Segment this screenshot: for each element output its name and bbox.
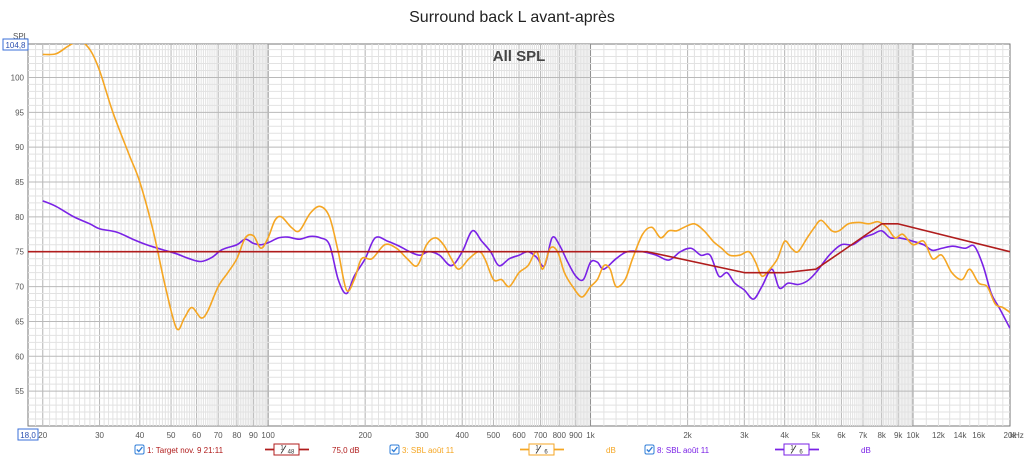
x-tick-label: 40: [135, 431, 144, 440]
x-tick-label: 10k: [906, 431, 920, 440]
x-tick-label: 70: [214, 431, 223, 440]
smoothing-box[interactable]: [273, 443, 300, 456]
legend-item[interactable]: 3: SBL août 11 16 dB: [389, 443, 616, 456]
y-tick-label: 60: [15, 352, 24, 361]
x-tick-label: 12k: [932, 431, 946, 440]
x-tick-label: 50: [167, 431, 176, 440]
x-tick-label: 9k: [894, 431, 903, 440]
x-tick-label: 30: [95, 431, 104, 440]
x-tick-label: 600: [512, 431, 526, 440]
x-tick-label: 400: [456, 431, 470, 440]
y-tick-label: 65: [15, 317, 24, 326]
smoothing-box[interactable]: [783, 443, 810, 456]
legend-value: dB: [606, 446, 616, 455]
x-tick-label: 5k: [812, 431, 821, 440]
y-tick-label: 90: [15, 143, 24, 152]
legend-label: 8: SBL août 11: [657, 446, 710, 455]
x-tick-label: 14k: [954, 431, 968, 440]
x-tick-label: 100: [261, 431, 275, 440]
legend-checkbox[interactable]: [134, 444, 145, 455]
legend: 1: Target nov. 9 21:11 1 48 75,0 dB 3: SBL a…: [134, 443, 871, 456]
x-tick-label: 20: [38, 431, 47, 440]
smoothing-denominator: 6: [799, 450, 803, 456]
check-icon: [646, 446, 653, 453]
y-max-box[interactable]: 104,8: [2, 38, 29, 51]
smoothing-numerator: 1: [280, 446, 284, 452]
x-tick-label: 16k: [972, 431, 986, 440]
legend-label: 1: Target nov. 9 21:11: [147, 446, 224, 455]
y-tick-label: 70: [15, 283, 24, 292]
x-min-box[interactable]: 18,0: [17, 428, 39, 441]
fraction-slash: [535, 445, 542, 454]
legend-checkbox[interactable]: [644, 444, 655, 455]
series-line-sbl-3: [42, 44, 1010, 331]
smoothing-denominator: 6: [544, 450, 548, 456]
x-tick-label: 300: [415, 431, 429, 440]
legend-value: 75,0 dB: [332, 446, 360, 455]
x-tick-label: 1k: [586, 431, 595, 440]
smoothing-box[interactable]: [528, 443, 555, 456]
y-tick-label: 95: [15, 108, 24, 117]
legend-label: 3: SBL août 11: [402, 446, 455, 455]
x-tick-label: 6k: [837, 431, 846, 440]
series-line-target: [28, 223, 1010, 274]
grid: [27, 43, 1011, 427]
fraction-slash: [280, 445, 287, 454]
y-tick-label: 85: [15, 178, 24, 187]
y-tick-label: 75: [15, 248, 24, 257]
smoothing-numerator: 1: [790, 446, 794, 452]
smoothing-denominator: 48: [288, 450, 295, 456]
x-tick-label: 500: [487, 431, 501, 440]
legend-item[interactable]: 8: SBL août 11 16 dB: [644, 443, 871, 456]
x-tick-label: 20k: [1004, 431, 1018, 440]
x-tick-label: 8k: [877, 431, 886, 440]
y-tick-label: 100: [11, 73, 25, 82]
x-min-label: 18,0: [20, 431, 36, 440]
check-icon: [391, 446, 398, 453]
legend-item[interactable]: 1: Target nov. 9 21:11 1 48 75,0 dB: [134, 443, 360, 456]
x-axis-unit: kHz: [1010, 431, 1024, 440]
y-max-label: 104,8: [5, 41, 26, 50]
x-tick-label: 800: [553, 431, 567, 440]
y-tick-label: 80: [15, 213, 24, 222]
x-tick-label: 2k: [683, 431, 692, 440]
x-tick-label: 90: [249, 431, 258, 440]
chart-subtitle: All SPL: [493, 48, 546, 65]
x-tick-label: 7k: [859, 431, 868, 440]
check-icon: [136, 446, 143, 453]
x-tick-label: 200: [358, 431, 372, 440]
x-tick-label: 900: [569, 431, 583, 440]
legend-checkbox[interactable]: [389, 444, 400, 455]
x-tick-label: 3k: [740, 431, 749, 440]
x-tick-label: 700: [534, 431, 548, 440]
chart-title: Surround back L avant-après: [409, 9, 615, 26]
series-group: [28, 44, 1010, 331]
legend-value: dB: [861, 446, 871, 455]
x-tick-label: 4k: [780, 431, 789, 440]
series-line-sbl-8: [42, 200, 1010, 329]
x-tick-label: 80: [232, 431, 241, 440]
y-axis-label: SPL: [13, 32, 29, 41]
smoothing-numerator: 1: [535, 446, 539, 452]
y-tick-label: 55: [15, 387, 24, 396]
x-tick-label: 60: [192, 431, 201, 440]
fraction-slash: [790, 445, 797, 454]
